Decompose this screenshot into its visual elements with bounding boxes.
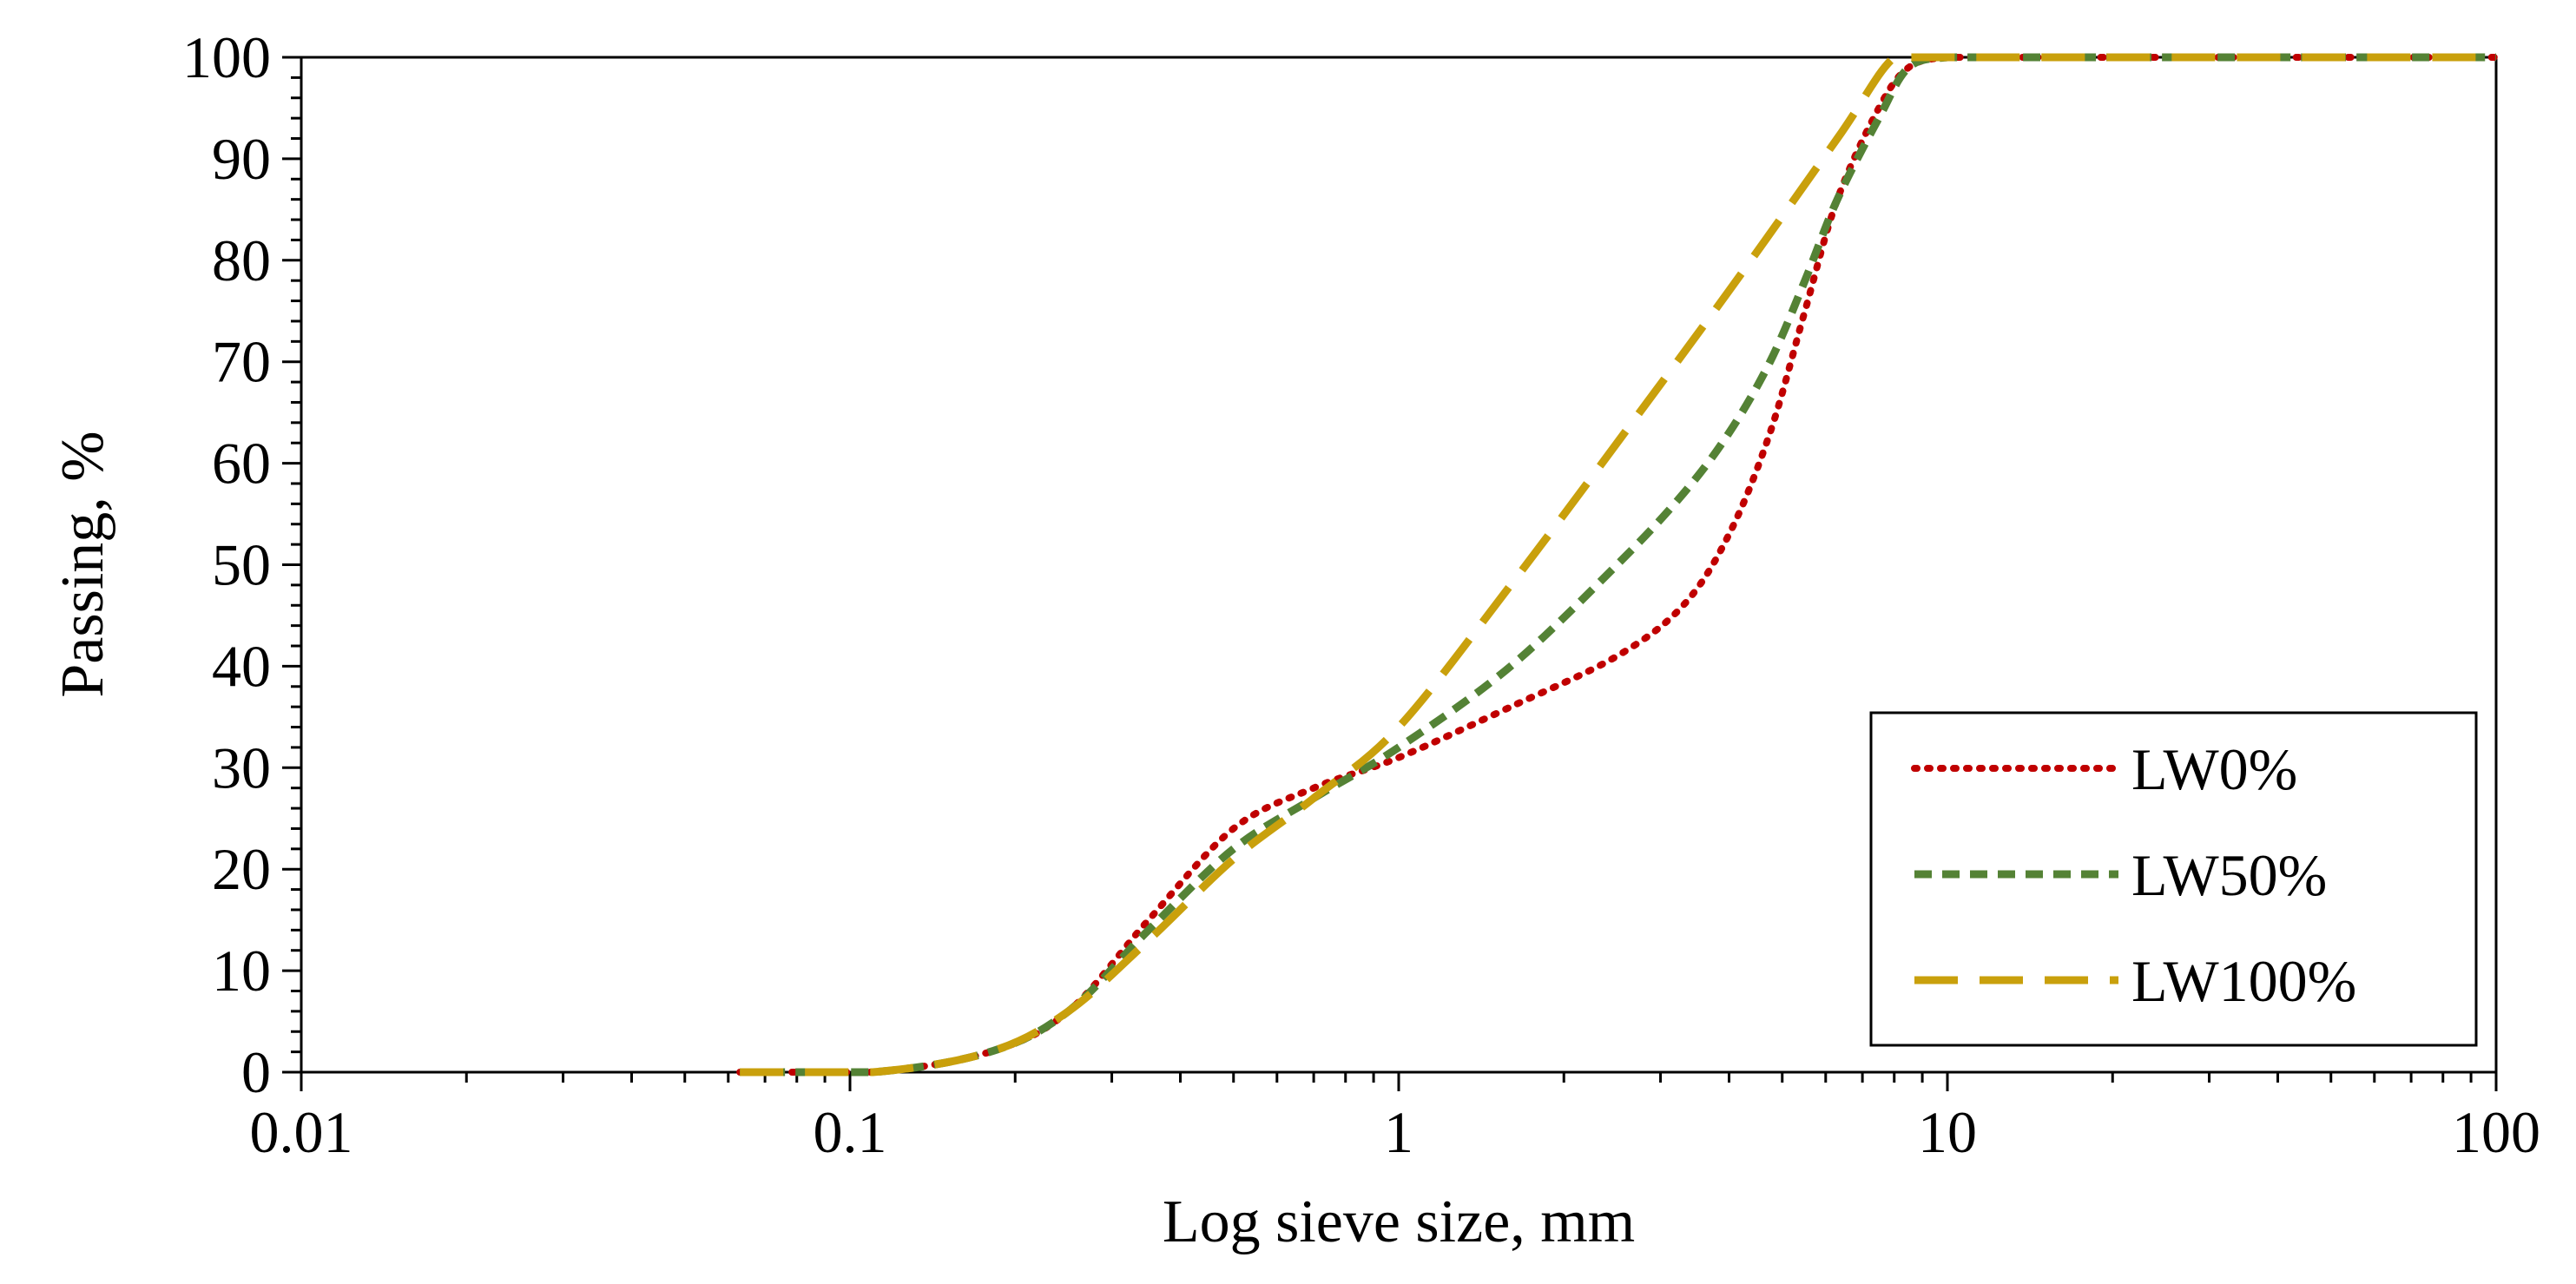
y-tick-label: 90 — [212, 126, 271, 192]
x-tick-label: 0.1 — [814, 1099, 887, 1165]
y-tick-label: 50 — [212, 532, 271, 598]
x-axis-label: Log sieve size, mm — [1163, 1189, 1635, 1255]
y-axis-ticks — [282, 56, 301, 1074]
series-layer — [736, 53, 2500, 1077]
y-tick-label: 10 — [212, 938, 271, 1004]
y-tick-label: 20 — [212, 836, 271, 902]
y-tick-labels: 0 10 20 30 40 50 60 70 80 90 100 — [182, 24, 271, 1105]
series-line-3 — [740, 53, 2496, 1077]
legend: LW0% LW50% LW100% — [1869, 711, 2478, 1047]
y-tick-label: 40 — [212, 633, 271, 699]
x-tick-label: 1 — [1384, 1099, 1413, 1165]
legend-label-1: LW0% — [2131, 736, 2297, 802]
y-axis-label: Passing, % — [49, 431, 116, 697]
x-tick-label: 0.01 — [250, 1099, 353, 1165]
x-tick-labels: 0.01 0.1 1 10 100 — [250, 1099, 2541, 1165]
legend-label-2: LW50% — [2131, 842, 2327, 908]
x-tick-label: 100 — [2452, 1099, 2540, 1165]
y-tick-label: 80 — [212, 227, 271, 293]
x-axis-ticks — [300, 1072, 2498, 1091]
y-tick-label: 30 — [212, 734, 271, 800]
y-tick-label: 0 — [241, 1039, 271, 1105]
x-tick-label: 10 — [1918, 1099, 1977, 1165]
y-tick-label: 70 — [212, 329, 271, 395]
y-tick-label: 100 — [182, 24, 271, 90]
y-tick-label: 60 — [212, 431, 271, 497]
legend-label-3: LW100% — [2131, 948, 2356, 1014]
